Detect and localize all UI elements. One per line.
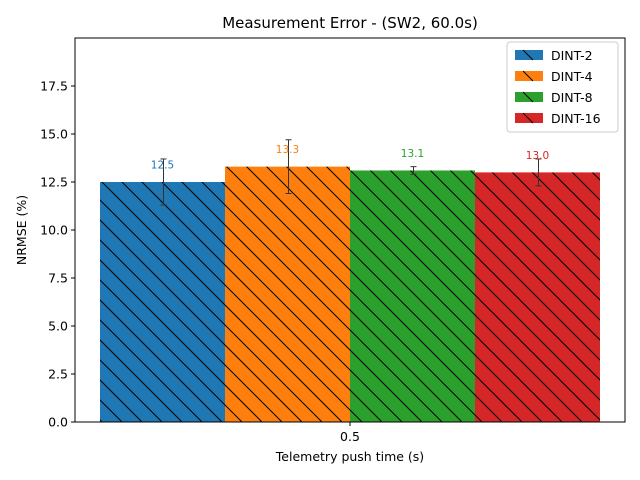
legend-label-dint-16: DINT-16 <box>551 111 601 126</box>
legend-swatch-dint-8 <box>515 92 543 102</box>
legend-swatch-hatch <box>522 49 534 61</box>
data-label-dint-8: 13.1 <box>401 148 424 160</box>
error-bar-dint-16 <box>535 158 542 187</box>
error-bar-dint-2 <box>160 158 167 206</box>
y-tick-label: 2.5 <box>48 367 68 382</box>
x-axis: 0.5 <box>340 422 360 444</box>
legend-label-dint-8: DINT-8 <box>551 90 593 105</box>
legend-swatch-hatch <box>522 112 534 124</box>
y-axis: 0.0 2.5 5.0 7.5 10.0 12.5 15.0 17.5 <box>40 79 75 430</box>
legend-frame <box>506 41 619 133</box>
error-bar-dint-8 <box>410 166 417 175</box>
legend-label-dint-4: DINT-4 <box>551 69 593 84</box>
y-tick-label: 15.0 <box>40 127 68 142</box>
legend-swatch-dint-16 <box>515 113 543 123</box>
legend-swatch-dint-4 <box>515 71 543 81</box>
y-tick-label: 10.0 <box>40 223 68 238</box>
x-tick-label: 0.5 <box>340 429 360 444</box>
bar-dint-2 <box>100 182 225 422</box>
y-tick-label: 17.5 <box>40 79 68 94</box>
y-tick-label: 5.0 <box>48 319 68 334</box>
bar-dint-16 <box>475 172 600 422</box>
y-tick-label: 12.5 <box>40 175 68 190</box>
bars-group <box>100 166 600 422</box>
bar-dint-4 <box>225 166 350 422</box>
x-axis-label: Telemetry push time (s) <box>275 449 424 464</box>
legend-label-dint-2: DINT-2 <box>551 48 593 63</box>
y-axis-label: NRMSE (%) <box>14 195 29 265</box>
data-label-dint-4: 13.3 <box>276 144 299 156</box>
data-label-dint-2: 12.5 <box>151 159 174 171</box>
error-bars-group <box>160 139 542 206</box>
data-label-dint-16: 13.0 <box>526 150 549 162</box>
data-labels-group: 12.5 13.3 13.1 13.0 <box>151 144 549 171</box>
y-tick-label: 7.5 <box>48 271 68 286</box>
error-bar-dint-4 <box>285 139 292 195</box>
legend-swatch-hatch <box>522 70 534 82</box>
legend-swatch-hatch <box>522 91 534 103</box>
y-tick-label: 0.0 <box>48 415 68 430</box>
bar-dint-8 <box>350 170 475 422</box>
chart-title: Measurement Error - (SW2, 60.0s) <box>222 14 478 32</box>
legend-swatch-dint-2 <box>515 50 543 60</box>
legend: DINT-2 DINT-4 DINT-8 DINT-16 <box>506 41 619 133</box>
